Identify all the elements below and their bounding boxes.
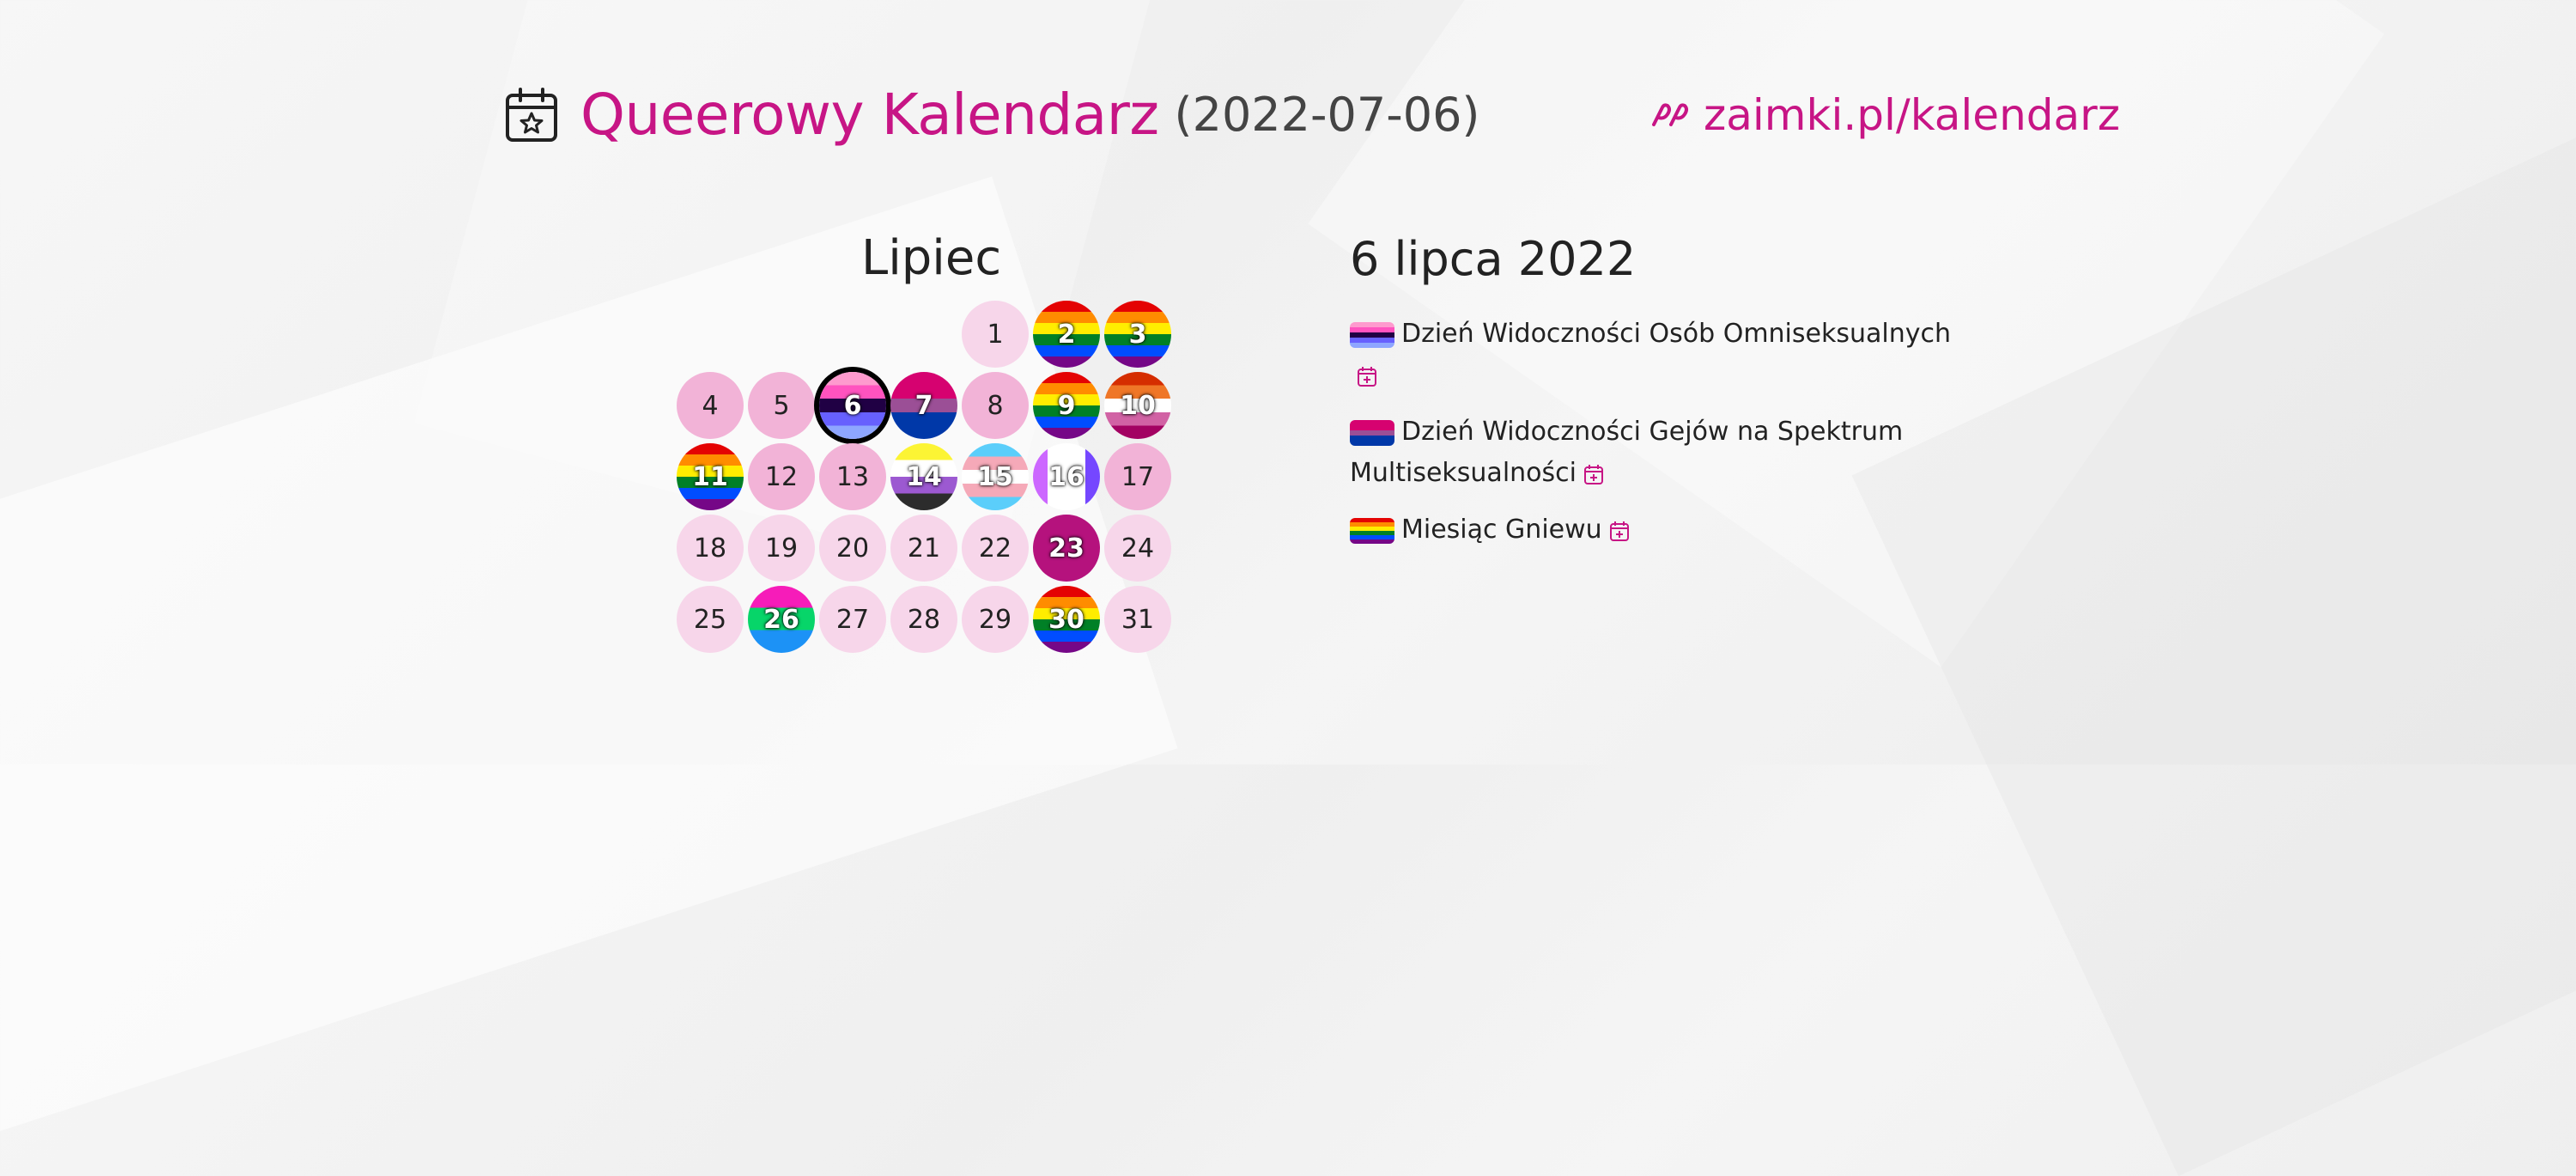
page-title: Queerowy Kalendarz [580, 82, 1159, 148]
calendar-day-number: 13 [835, 461, 870, 492]
calendar-day-number: 27 [835, 604, 870, 635]
event-label: Dzień Widoczności Gejów na Spektrum Mult… [1350, 417, 1904, 488]
calendar-day-number: 8 [987, 390, 1004, 421]
calendar-day-number: 17 [1121, 461, 1155, 492]
month-title: Lipiec [861, 230, 1002, 286]
calendar-day-number: 19 [764, 533, 799, 564]
calendar-day-number: 4 [702, 390, 719, 421]
add-to-calendar-icon[interactable] [1609, 520, 1630, 542]
calendar-day-number: 22 [978, 533, 1012, 564]
calendar-day-number: 20 [835, 533, 870, 564]
calendar-day-number: 26 [763, 604, 799, 635]
calendar-day[interactable]: 12 [748, 443, 815, 510]
calendar-day[interactable]: 15 [962, 443, 1029, 510]
calendar-day-number: 6 [843, 390, 862, 421]
calendar-star-icon [506, 87, 557, 142]
calendar-day[interactable]: 31 [1104, 586, 1171, 653]
calendar-day[interactable]: 4 [677, 372, 744, 439]
calendar-day-number: 25 [693, 604, 727, 635]
calendar-day-number: 29 [978, 604, 1012, 635]
calendar-day-number: 30 [1048, 604, 1084, 635]
calendar-day-number: 3 [1128, 319, 1147, 350]
current-date: (2022-07-06) [1174, 88, 1480, 142]
event-flag-icon [1350, 419, 1394, 446]
event-label: Miesiąc Gniewu [1401, 515, 1602, 545]
calendar-day-number: 9 [1057, 390, 1076, 421]
calendar-day[interactable]: 6 [819, 372, 886, 439]
calendar-day-number: 14 [906, 461, 942, 492]
site-link[interactable]: zaimki.pl/kalendarz [1650, 90, 2120, 140]
calendar-day-number: 7 [914, 390, 933, 421]
calendar-day[interactable]: 24 [1104, 515, 1171, 582]
calendar-day-number: 5 [773, 390, 790, 421]
calendar-day[interactable]: 25 [677, 586, 744, 653]
calendar-day[interactable]: 21 [890, 515, 957, 582]
add-to-calendar-icon[interactable] [1357, 365, 1377, 387]
calendar-day[interactable]: 16 [1033, 443, 1100, 510]
add-to-calendar-icon[interactable] [1583, 463, 1604, 485]
day-details: 6 lipca 2022 Dzień Widoczności Osób Omni… [1350, 232, 1968, 566]
calendar-day-number: 21 [907, 533, 941, 564]
calendar-day[interactable]: 18 [677, 515, 744, 582]
calendar-day-number: 23 [1048, 533, 1084, 564]
calendar-day[interactable]: 17 [1104, 443, 1171, 510]
calendar-day[interactable]: 19 [748, 515, 815, 582]
calendar-day-number: 28 [907, 604, 941, 635]
zaimki-logo-icon [1652, 103, 1688, 126]
calendar-day[interactable]: 30 [1033, 586, 1100, 653]
calendar-day-number: 1 [987, 319, 1004, 350]
calendar-day-number: 11 [692, 461, 728, 492]
event-label: Dzień Widoczności Osób Omniseksualnych [1401, 319, 1951, 349]
calendar-day-number: 16 [1048, 461, 1084, 492]
calendar-day-number: 24 [1121, 533, 1155, 564]
calendar-day[interactable]: 7 [890, 372, 957, 439]
calendar-day[interactable]: 13 [819, 443, 886, 510]
calendar-day[interactable]: 20 [819, 515, 886, 582]
calendar-day-number: 15 [977, 461, 1013, 492]
calendar-day-number: 12 [764, 461, 799, 492]
calendar-day[interactable]: 29 [962, 586, 1029, 653]
calendar-day[interactable]: 2 [1033, 301, 1100, 368]
calendar-day[interactable]: 26 [748, 586, 815, 653]
site-url[interactable]: zaimki.pl/kalendarz [1704, 90, 2120, 140]
event-item: Miesiąc Gniewu [1350, 509, 1968, 551]
calendar-day-number: 31 [1121, 604, 1155, 635]
event-flag-icon [1350, 517, 1394, 544]
calendar-day[interactable]: 27 [819, 586, 886, 653]
calendar-day-number: 18 [693, 533, 727, 564]
calendar-day[interactable]: 23 [1033, 515, 1100, 582]
calendar-day-number: 10 [1120, 390, 1156, 421]
event-item: Dzień Widoczności Osób Omniseksualnych [1350, 314, 1968, 396]
event-flag-icon [1350, 321, 1394, 348]
calendar-day[interactable]: 11 [677, 443, 744, 510]
calendar-day[interactable]: 5 [748, 372, 815, 439]
calendar-day[interactable]: 3 [1104, 301, 1171, 368]
calendar-day-number: 2 [1057, 319, 1076, 350]
event-item: Dzień Widoczności Gejów na Spektrum Mult… [1350, 411, 1968, 494]
calendar-day[interactable]: 10 [1104, 372, 1171, 439]
calendar-day[interactable]: 22 [962, 515, 1029, 582]
selected-date-title: 6 lipca 2022 [1350, 232, 1637, 286]
calendar-day[interactable]: 9 [1033, 372, 1100, 439]
event-list: Dzień Widoczności Osób Omniseksualnych Dz… [1350, 314, 1968, 551]
calendar-day[interactable]: 28 [890, 586, 957, 653]
calendar-day[interactable]: 8 [962, 372, 1029, 439]
calendar-day[interactable]: 1 [962, 301, 1029, 368]
page-header: Queerowy Kalendarz (2022-07-06) [505, 82, 1480, 148]
calendar-day[interactable]: 14 [890, 443, 957, 510]
